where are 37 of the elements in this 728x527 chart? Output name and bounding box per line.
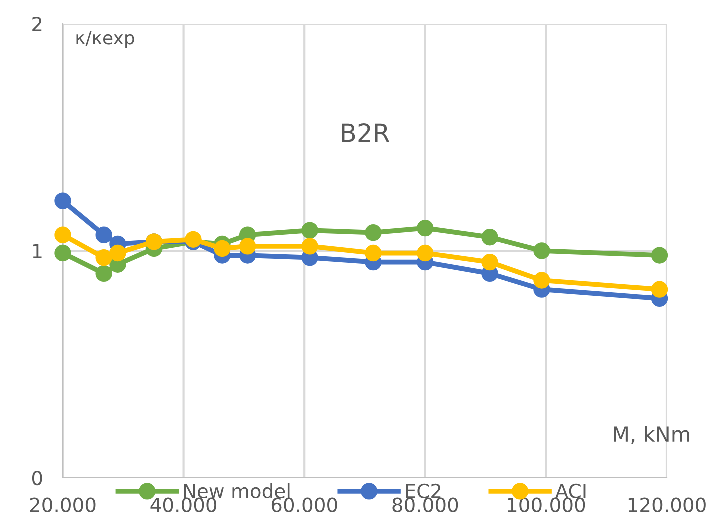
x-axis-title: M, kNm — [614, 426, 690, 444]
y-tick-label: 0 — [32, 470, 42, 486]
x-tick-label: 120.000 — [628, 498, 706, 512]
point — [96, 265, 112, 282]
point — [302, 238, 318, 255]
point — [534, 242, 550, 260]
point — [417, 244, 434, 262]
point — [54, 192, 72, 210]
x-tick-label: 100.000 — [508, 498, 586, 512]
point — [214, 240, 231, 258]
point — [651, 281, 668, 298]
legend-label: ACI — [555, 484, 586, 499]
y-axis-title: κ/κexp — [76, 31, 134, 48]
point — [302, 222, 318, 239]
y-tick-label: 2 — [32, 16, 42, 32]
point — [110, 244, 126, 262]
point — [482, 229, 498, 246]
legend-label: New model — [184, 484, 290, 499]
point — [534, 272, 550, 289]
point — [185, 231, 202, 248]
point — [239, 238, 256, 255]
y-tick-label: 1 — [33, 244, 42, 258]
point — [482, 254, 498, 271]
legend-label: EC2 — [406, 484, 441, 499]
x-tick-label: 40.000 — [150, 498, 217, 512]
text: B2R — [342, 123, 390, 142]
point — [54, 244, 72, 262]
point — [365, 224, 382, 242]
x-tick-label: 60.000 — [272, 498, 338, 512]
point — [365, 244, 382, 262]
point — [96, 226, 112, 244]
point — [96, 249, 112, 266]
x-tick-label: 80.000 — [392, 498, 458, 512]
point — [651, 247, 668, 264]
point — [417, 220, 434, 237]
point — [54, 226, 72, 244]
x-tick-label: 20.000 — [30, 498, 96, 512]
